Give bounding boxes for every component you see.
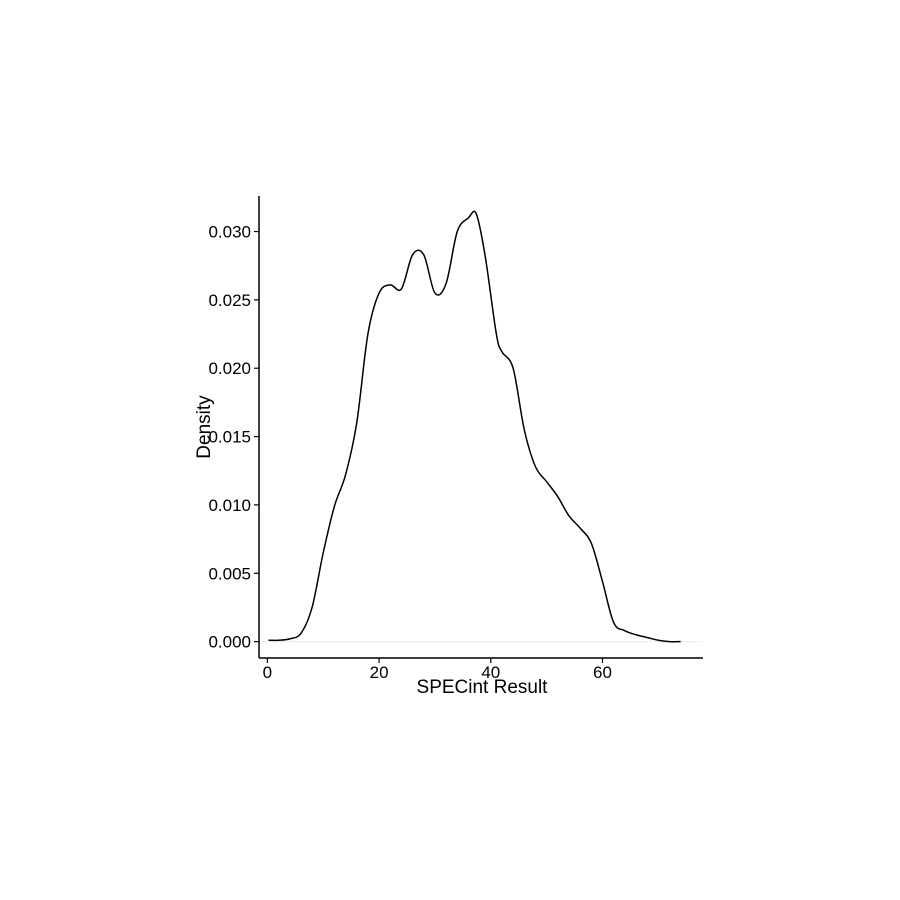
x-tick-label: 40 <box>481 663 500 682</box>
y-tick-label: 0.010 <box>208 496 251 515</box>
x-tick-label: 0 <box>263 663 272 682</box>
x-axis-title: SPECint Result <box>417 677 549 698</box>
y-tick-label: 0.005 <box>208 564 251 583</box>
x-tick-label: 60 <box>593 663 612 682</box>
density-curve <box>268 210 681 643</box>
y-tick-label: 0.015 <box>208 428 251 447</box>
y-tick-label: 0.025 <box>208 291 251 310</box>
y-tick-label: 0.020 <box>208 359 251 378</box>
x-tick-label: 20 <box>370 663 389 682</box>
x-axis-ticks: 0 20 40 60 <box>263 658 612 682</box>
y-tick-label: 0.000 <box>208 633 251 652</box>
y-tick-label: 0.030 <box>208 223 251 242</box>
y-axis-title: Density <box>194 395 215 459</box>
y-axis-ticks: 0.000 0.005 0.010 0.015 0.020 0.025 0.030 <box>208 223 259 652</box>
